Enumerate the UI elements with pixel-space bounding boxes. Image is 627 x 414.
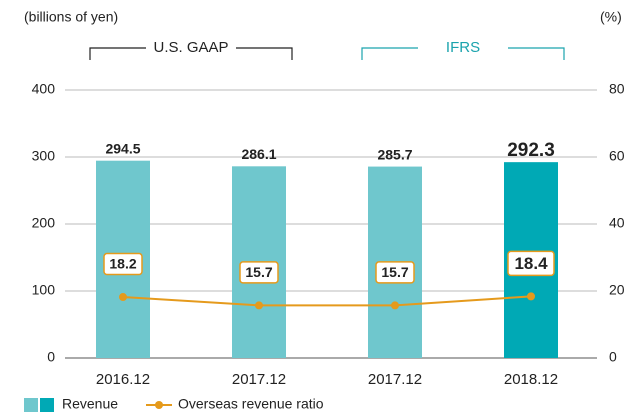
- legend-swatch: [24, 398, 38, 412]
- y-axis-label: (billions of yen): [24, 9, 118, 25]
- group-bracket: [89, 47, 293, 60]
- legend-marker: [155, 401, 163, 409]
- value-box: [375, 261, 415, 284]
- y2-tick-label: 40: [609, 215, 625, 231]
- x-tick-label: 2017.12: [232, 371, 286, 388]
- group-label: IFRS: [446, 39, 480, 56]
- line-marker: [119, 293, 127, 302]
- x-tick-label: 2016.12: [96, 371, 150, 388]
- bar-value-label: 285.7: [377, 146, 412, 162]
- legend-label: Overseas revenue ratio: [178, 396, 324, 412]
- line-value-label: 18.4: [514, 254, 548, 273]
- line-marker: [527, 292, 535, 301]
- line-value-label: 15.7: [245, 264, 272, 280]
- value-box: [103, 252, 143, 276]
- value-box: [507, 250, 555, 277]
- y-tick-label: 0: [47, 349, 55, 365]
- y2-tick-label: 20: [609, 282, 625, 298]
- x-tick-label: 2017.12: [368, 371, 422, 388]
- y2-axis-label: (%): [600, 9, 622, 25]
- bar-value-label: 286.1: [241, 146, 276, 162]
- y2-tick-label: 60: [609, 148, 625, 164]
- y-tick-label: 300: [32, 148, 56, 164]
- group-label: U.S. GAAP: [153, 39, 228, 56]
- y-tick-label: 100: [32, 282, 56, 298]
- line-value-label: 15.7: [381, 264, 408, 280]
- y2-tick-label: 80: [609, 81, 625, 97]
- line-marker: [391, 301, 399, 310]
- x-tick-label: 2018.12: [504, 371, 558, 388]
- line-value-label: 18.2: [109, 256, 136, 272]
- bar-value-label: 292.3: [507, 140, 555, 161]
- legend-swatch: [40, 398, 54, 412]
- value-box: [239, 261, 279, 284]
- line-marker: [255, 301, 263, 310]
- y-tick-label: 400: [32, 81, 56, 97]
- legend-label: Revenue: [62, 396, 118, 412]
- group-bracket: [361, 47, 565, 60]
- y2-tick-label: 0: [609, 349, 617, 365]
- line: [122, 295, 532, 307]
- bar-value-label: 294.5: [105, 140, 140, 156]
- y-tick-label: 200: [32, 215, 56, 231]
